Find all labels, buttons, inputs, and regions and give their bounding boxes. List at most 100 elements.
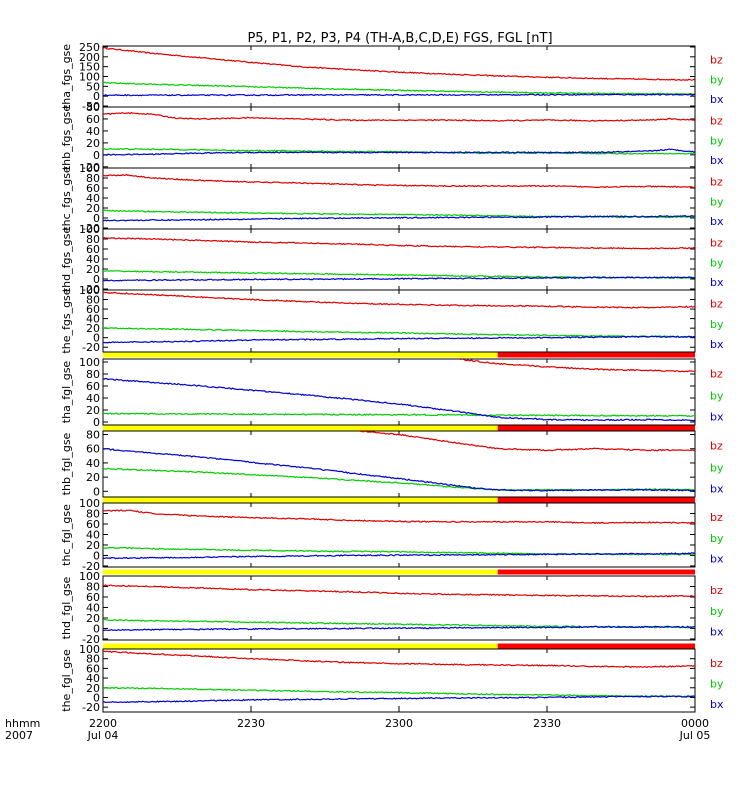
- y-tick-label: 80: [86, 429, 100, 442]
- legend-bx: bx: [710, 698, 724, 711]
- y-tick-label: 250: [79, 41, 100, 54]
- panel-ylabel: the_fgs_gse: [60, 288, 73, 353]
- series-bx: [103, 377, 695, 422]
- y-tick-label: 60: [86, 113, 100, 126]
- status-bar-b: [497, 352, 695, 358]
- panel-ylabel: thd_fgl_gse: [60, 576, 73, 639]
- legend-by: by: [710, 318, 724, 331]
- x-tick-label: 2300: [385, 717, 413, 730]
- y-tick-label: 100: [79, 223, 100, 236]
- panel-frame: [102, 648, 696, 713]
- y-tick-label: 100: [79, 570, 100, 583]
- y-tick-label: 40: [86, 601, 100, 614]
- series-bx: [103, 335, 695, 344]
- y-tick-label: 0: [93, 485, 100, 498]
- panel-frame: [102, 228, 696, 291]
- legend-bz: bz: [710, 440, 723, 453]
- legend-by: by: [710, 196, 724, 209]
- panel-ylabel: tha_fgl_gse: [60, 361, 73, 424]
- x-tick-label: 2330: [533, 717, 561, 730]
- panel-ylabel: thd_fgs_gse: [60, 227, 73, 293]
- legend-bx: bx: [710, 215, 724, 228]
- legend-by: by: [710, 605, 724, 618]
- y-tick-label: -20: [82, 701, 100, 714]
- y-tick-label: 40: [86, 192, 100, 205]
- y-tick-label: 80: [86, 368, 100, 381]
- series-bz: [103, 650, 695, 669]
- y-tick-label: 20: [86, 137, 100, 150]
- y-tick-label: 60: [86, 591, 100, 604]
- status-bar-a: [103, 643, 498, 649]
- series-bz: [359, 431, 695, 452]
- x-tick-label: 2230: [237, 717, 265, 730]
- series-bz: [103, 291, 695, 309]
- series-bx: [103, 148, 695, 157]
- y-tick-label: 20: [86, 539, 100, 552]
- y-tick-label: 20: [86, 263, 100, 276]
- series-by: [103, 326, 695, 338]
- time-axis-label-line1: hhmm: [5, 717, 40, 730]
- legend-by: by: [710, 678, 724, 691]
- y-tick-label: 200: [79, 51, 100, 64]
- y-tick-label: -20: [82, 283, 100, 296]
- y-tick-label: 0: [93, 273, 100, 286]
- y-tick-label: 20: [86, 322, 100, 335]
- series-bx: [103, 276, 695, 282]
- y-tick-label: 80: [86, 507, 100, 520]
- x-date-label: Jul 04: [87, 729, 119, 742]
- legend-by: by: [710, 389, 724, 402]
- series-bz: [458, 359, 695, 373]
- legend-bz: bz: [710, 175, 723, 188]
- status-bar-b: [497, 569, 695, 575]
- legend-bz: bz: [710, 584, 723, 597]
- legend-bz: bz: [710, 657, 723, 670]
- legend-bx: bx: [710, 93, 724, 106]
- legend-by: by: [710, 135, 724, 148]
- series-bz: [103, 509, 695, 525]
- y-tick-label: -20: [82, 341, 100, 354]
- y-tick-label: 60: [86, 303, 100, 316]
- y-tick-label: 40: [86, 528, 100, 541]
- series-by: [103, 412, 695, 418]
- status-bar-a: [103, 497, 498, 503]
- y-tick-label: 100: [79, 497, 100, 510]
- y-tick-label: 40: [86, 672, 100, 685]
- series-by: [103, 81, 695, 96]
- panel-ylabel: thb_fgl_gse: [60, 432, 73, 495]
- series-bx: [103, 625, 695, 632]
- legend-bx: bx: [710, 553, 724, 566]
- status-bar-a: [103, 569, 498, 575]
- y-tick-label: 40: [86, 313, 100, 326]
- y-tick-label: 60: [86, 380, 100, 393]
- y-tick-label: -20: [82, 560, 100, 573]
- series-bx: [103, 447, 695, 492]
- y-tick-label: 0: [93, 622, 100, 635]
- y-tick-label: 40: [86, 457, 100, 470]
- legend-bx: bx: [710, 626, 724, 639]
- legend-bx: bx: [710, 482, 724, 495]
- y-tick-label: 60: [86, 443, 100, 456]
- y-tick-label: 80: [86, 580, 100, 593]
- y-tick-label: -20: [82, 633, 100, 646]
- y-tick-label: 60: [86, 518, 100, 531]
- legend-by: by: [710, 257, 724, 270]
- y-tick-label: 40: [86, 125, 100, 138]
- legend-bz: bz: [710, 511, 723, 524]
- legend-bx: bx: [710, 154, 724, 167]
- status-bar-b: [497, 643, 695, 649]
- series-by: [103, 686, 695, 698]
- y-tick-label: 100: [79, 71, 100, 84]
- panel-ylabel: thc_fgl_gse: [60, 504, 73, 566]
- y-tick-label: 60: [86, 662, 100, 675]
- x-date-label: Jul 05: [679, 729, 711, 742]
- legend-by: by: [710, 461, 724, 474]
- status-bar-a: [103, 425, 498, 431]
- y-tick-label: 60: [86, 243, 100, 256]
- y-tick-label: -20: [82, 222, 100, 235]
